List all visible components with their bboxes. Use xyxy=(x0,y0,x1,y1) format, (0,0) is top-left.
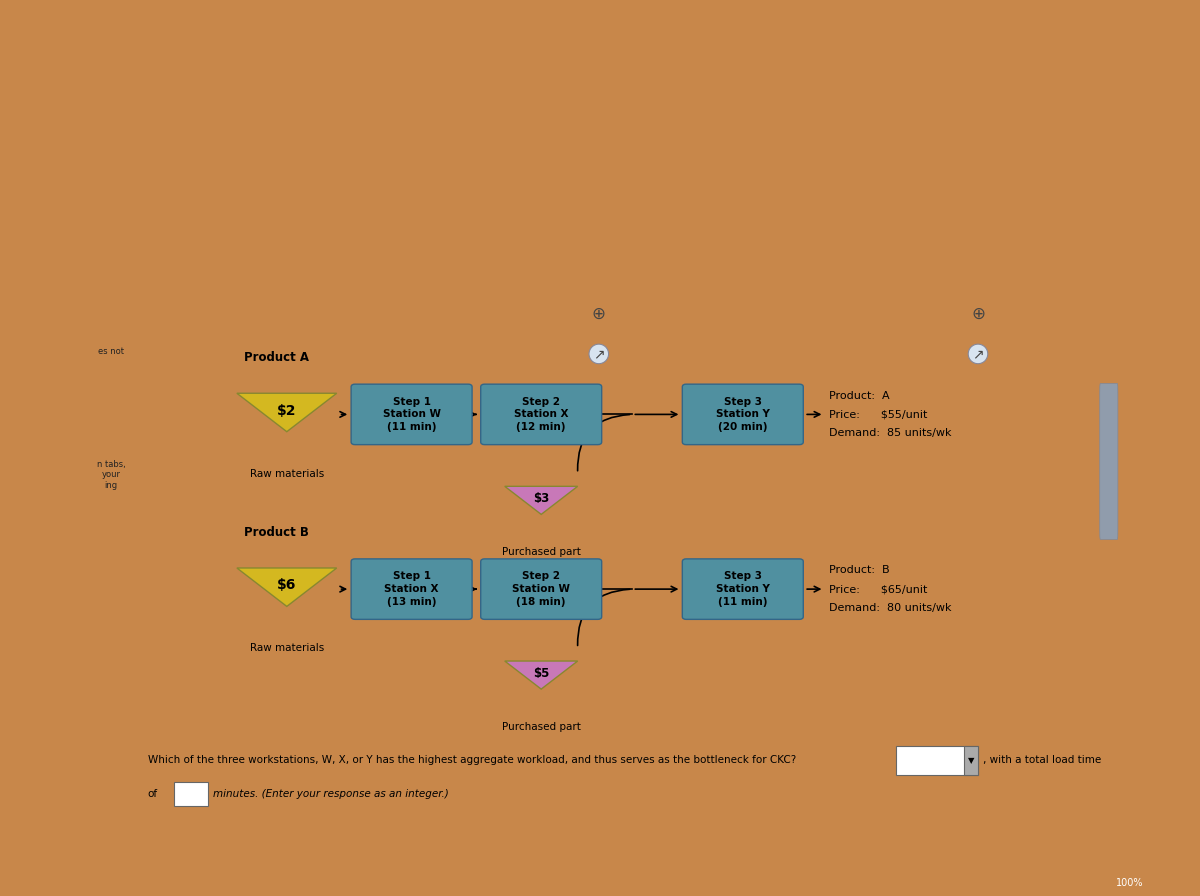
FancyBboxPatch shape xyxy=(683,559,803,619)
Text: Raw materials: Raw materials xyxy=(250,643,324,653)
Text: Product B: Product B xyxy=(244,525,308,538)
Text: Product:  B: Product: B xyxy=(829,565,890,575)
Text: Price:      $65/unit: Price: $65/unit xyxy=(829,584,928,594)
Text: es not: es not xyxy=(98,347,124,356)
FancyBboxPatch shape xyxy=(352,384,472,444)
Text: ▼: ▼ xyxy=(967,756,974,765)
FancyBboxPatch shape xyxy=(1099,383,1118,539)
Text: , with a total load time: , with a total load time xyxy=(983,755,1102,765)
FancyBboxPatch shape xyxy=(964,745,978,775)
Text: Step 3
Station Y
(20 min): Step 3 Station Y (20 min) xyxy=(716,397,769,432)
Text: n tabs,
your
ing: n tabs, your ing xyxy=(97,460,125,490)
Text: $3: $3 xyxy=(533,493,550,505)
Text: 100%: 100% xyxy=(1116,877,1144,888)
Text: ↗: ↗ xyxy=(972,347,984,361)
Text: Step 1
Station X
(13 min): Step 1 Station X (13 min) xyxy=(384,572,439,607)
Text: of: of xyxy=(148,789,157,799)
Text: Raw materials: Raw materials xyxy=(250,469,324,478)
Text: ⊕: ⊕ xyxy=(592,305,606,323)
Text: $2: $2 xyxy=(277,403,296,418)
FancyBboxPatch shape xyxy=(481,559,601,619)
Text: $5: $5 xyxy=(533,668,550,680)
Text: Purchased part: Purchased part xyxy=(502,722,581,732)
Polygon shape xyxy=(505,487,577,514)
Text: Purchased part: Purchased part xyxy=(502,547,581,557)
Polygon shape xyxy=(505,661,577,689)
Text: Product:  A: Product: A xyxy=(829,391,890,401)
Text: Which of the three workstations, W, X, or Y has the highest aggregate workload, : Which of the three workstations, W, X, o… xyxy=(148,755,796,765)
Text: $6: $6 xyxy=(277,578,296,592)
Text: Demand:  85 units/wk: Demand: 85 units/wk xyxy=(829,428,952,438)
Text: Step 1
Station W
(11 min): Step 1 Station W (11 min) xyxy=(383,397,440,432)
Text: Demand:  80 units/wk: Demand: 80 units/wk xyxy=(829,603,952,613)
FancyBboxPatch shape xyxy=(683,384,803,444)
Text: minutes. (Enter your response as an integer.): minutes. (Enter your response as an inte… xyxy=(212,789,449,799)
FancyBboxPatch shape xyxy=(481,384,601,444)
Text: Step 3
Station Y
(11 min): Step 3 Station Y (11 min) xyxy=(716,572,769,607)
Text: Step 2
Station W
(18 min): Step 2 Station W (18 min) xyxy=(512,572,570,607)
Text: ⊕: ⊕ xyxy=(971,305,985,323)
Text: Price:      $55/unit: Price: $55/unit xyxy=(829,409,928,419)
Polygon shape xyxy=(236,568,337,607)
Text: Product A: Product A xyxy=(244,350,308,364)
FancyBboxPatch shape xyxy=(896,745,978,775)
Polygon shape xyxy=(236,393,337,432)
Text: Step 2
Station X
(12 min): Step 2 Station X (12 min) xyxy=(514,397,569,432)
Text: ↗: ↗ xyxy=(593,347,605,361)
FancyBboxPatch shape xyxy=(352,559,472,619)
FancyBboxPatch shape xyxy=(174,782,208,806)
